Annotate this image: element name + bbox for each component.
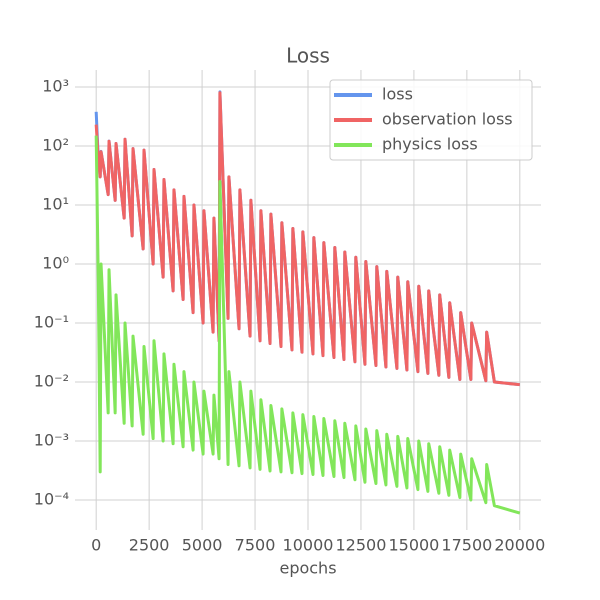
x-tick-label: 2500 xyxy=(129,536,170,555)
x-tick-label: 0 xyxy=(91,536,101,555)
x-tick-label: 15000 xyxy=(388,536,439,555)
series-line xyxy=(94,135,521,515)
x-tick-label: 17500 xyxy=(441,536,492,555)
x-tick-label: 20000 xyxy=(494,536,545,555)
y-tick-label: 10⁻⁴ xyxy=(34,489,69,508)
y-tick-label: 10⁻¹ xyxy=(34,312,69,331)
x-tick-label: 5000 xyxy=(182,536,223,555)
y-tick-label: 10⁻³ xyxy=(34,430,69,449)
series-line xyxy=(94,91,520,387)
x-tick-label: 7500 xyxy=(235,536,276,555)
y-tick-label: 10² xyxy=(42,135,69,154)
y-tick-label: 10³ xyxy=(42,76,69,95)
y-tick-label: 10⁰ xyxy=(42,253,69,272)
x-axis-label: epochs xyxy=(279,559,336,578)
legend: loss observation loss physics loss xyxy=(329,79,533,161)
x-tick-label: 12500 xyxy=(336,536,387,555)
legend-box xyxy=(329,79,533,161)
y-tick-label: 10⁻² xyxy=(34,371,69,390)
legend-label: loss xyxy=(382,85,413,104)
legend-label: observation loss xyxy=(382,110,513,129)
y-tick-label: 10¹ xyxy=(42,194,69,213)
legend-label: physics loss xyxy=(382,135,478,154)
x-tick-label: 10000 xyxy=(283,536,334,555)
chart-title: Loss xyxy=(286,44,330,68)
